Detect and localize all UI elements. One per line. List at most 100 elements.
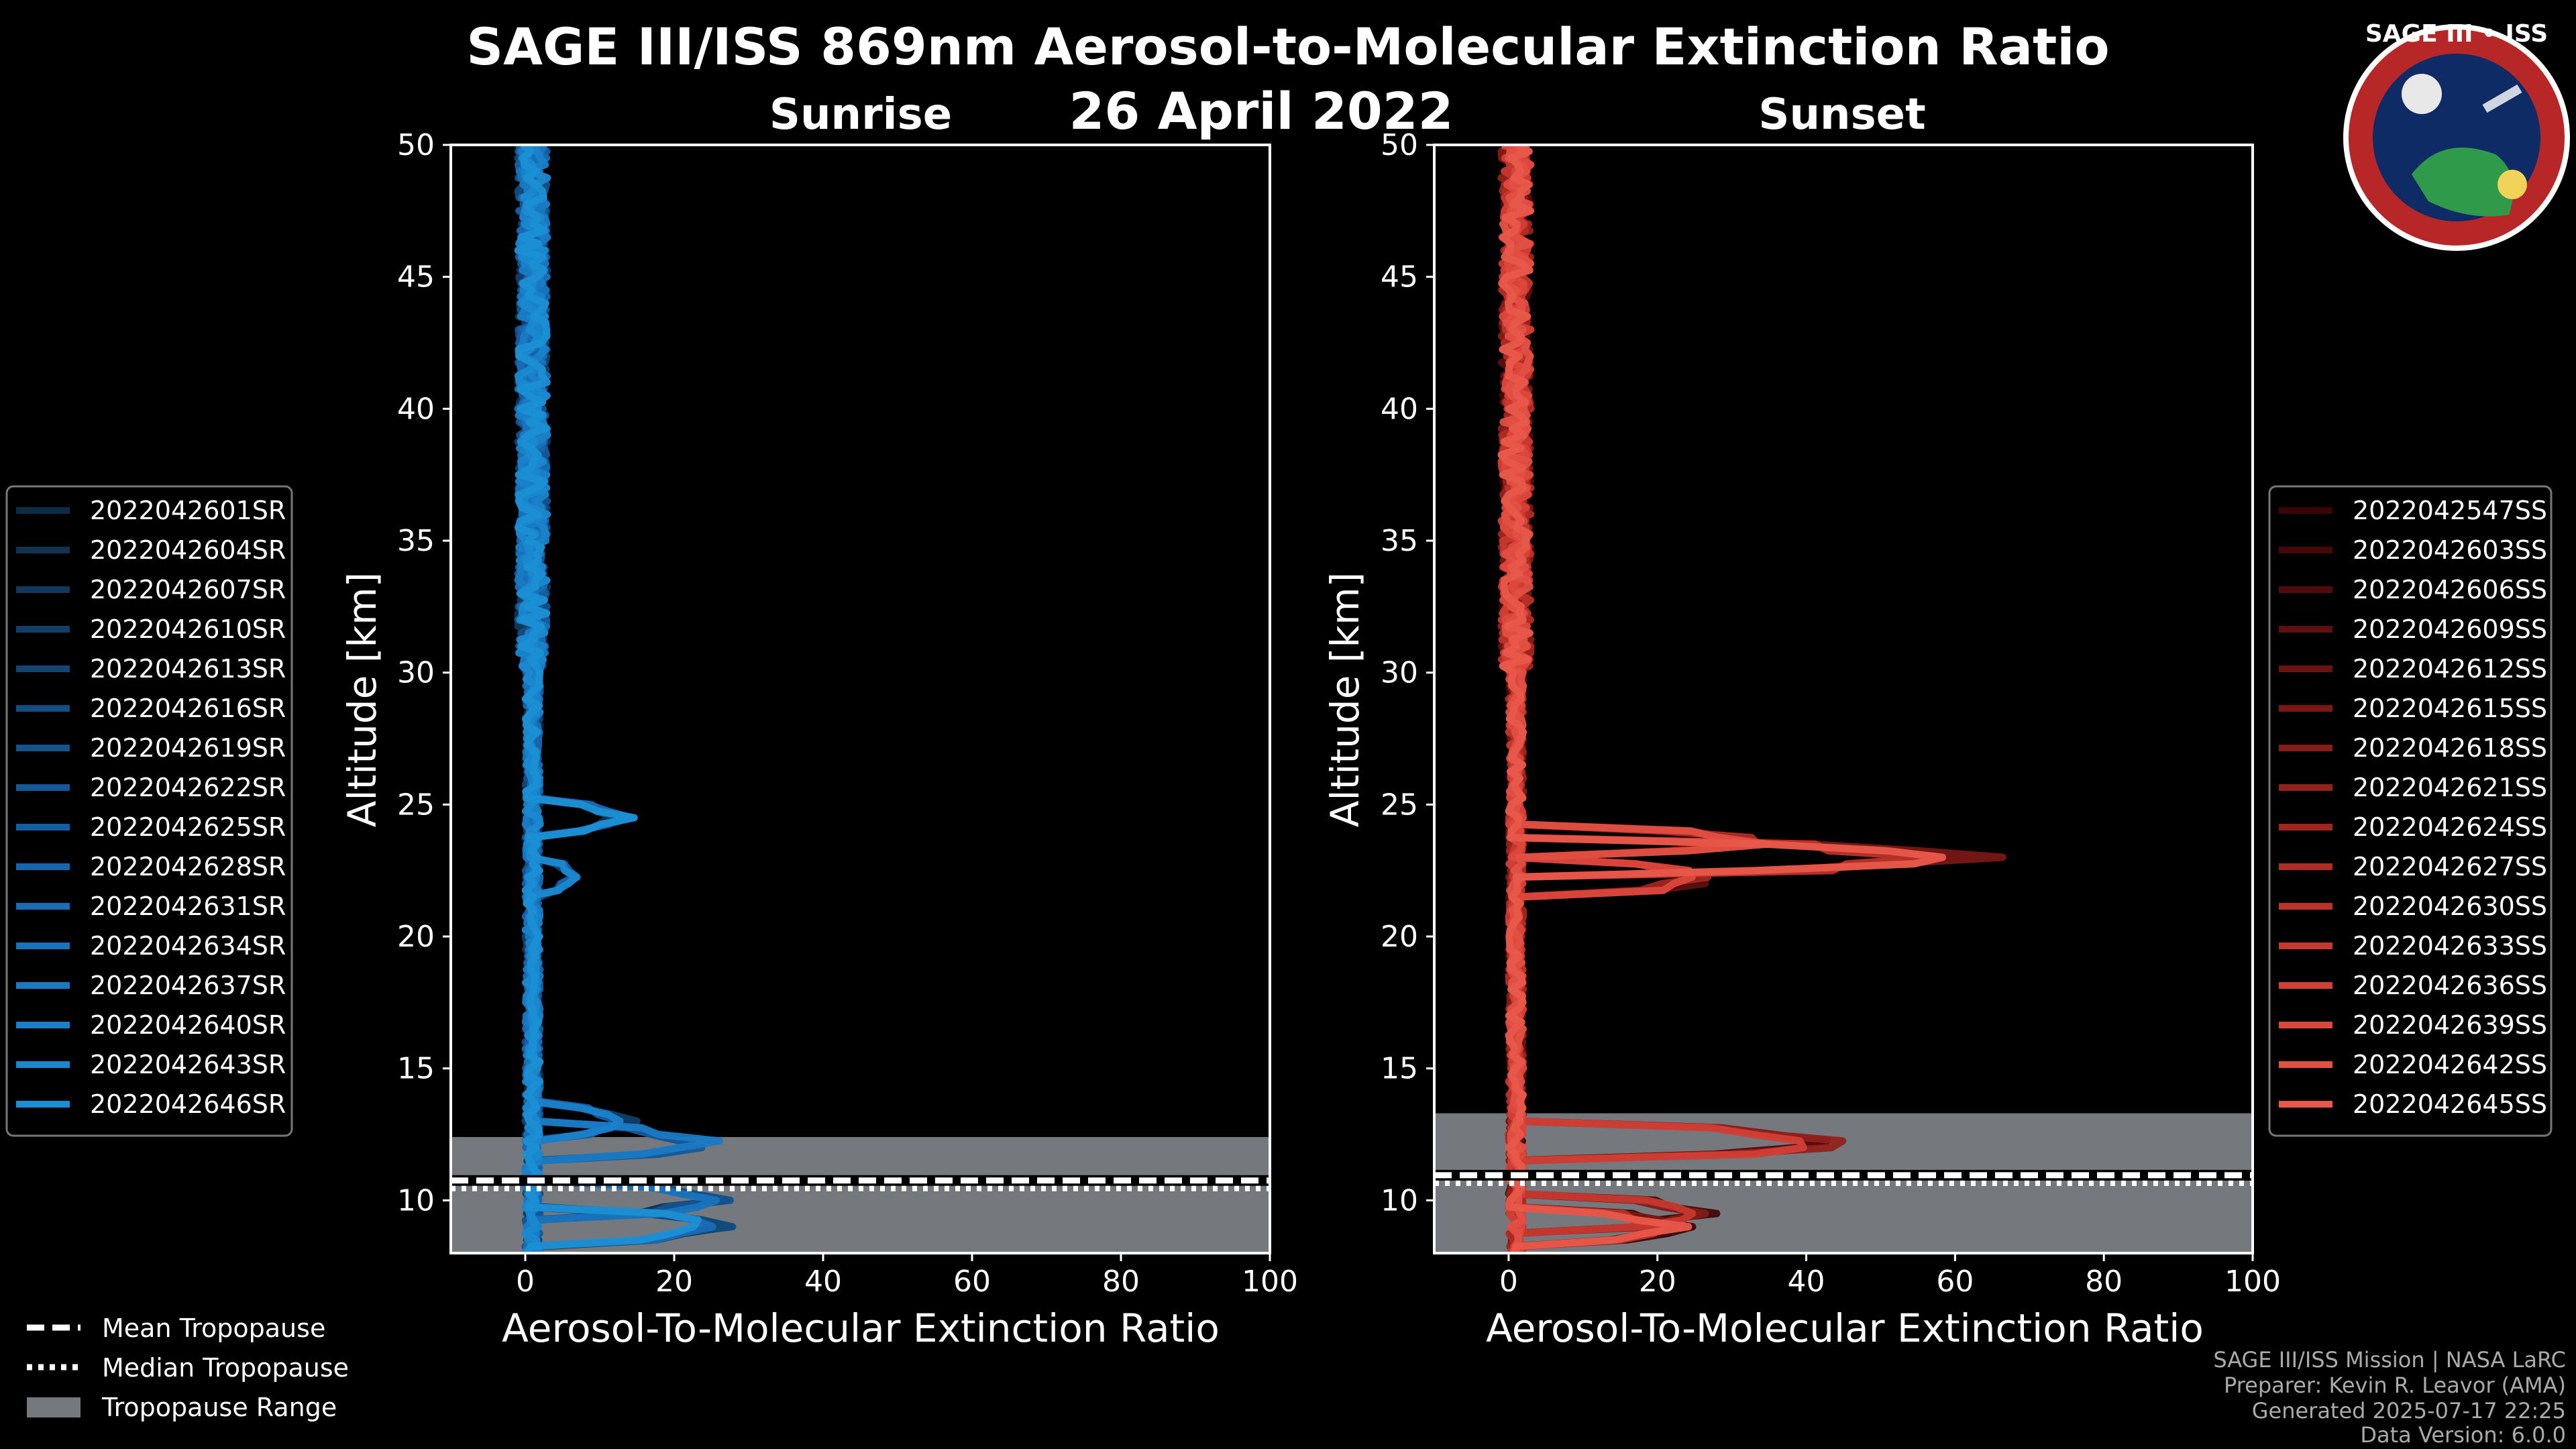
y-tick-label: 45	[397, 260, 435, 294]
legend-label: 2022042606SS	[2353, 575, 2547, 604]
tropopause-range-band	[451, 1136, 1270, 1253]
legend-frame	[2268, 485, 2553, 1137]
legend-label: 2022042625SR	[90, 812, 286, 842]
y-tick-label: 15	[1381, 1052, 1418, 1086]
legend-label: 2022042630SS	[2353, 892, 2547, 921]
legend-label: 2022042645SS	[2353, 1089, 2547, 1119]
y-tick-label: 30	[1381, 656, 1418, 690]
sunset-y-axis-label: Altitude [km]	[1322, 572, 1368, 827]
legend-frame	[5, 485, 293, 1137]
profile-lines	[514, 145, 737, 1253]
y-tick-label: 30	[397, 656, 435, 690]
series-line-2022042645SS	[1497, 145, 1947, 1253]
legend-label: 2022042613SR	[90, 654, 286, 684]
legend-label: 2022042609SS	[2353, 614, 2547, 644]
legend-label: 2022042622SR	[90, 773, 286, 802]
x-tick-label: 80	[1102, 1265, 1140, 1299]
y-tick-label: 40	[397, 392, 435, 426]
legend-label: 2022042643SR	[90, 1050, 286, 1079]
sunrise-legend: 2022042601SR 2022042604SR 2022042607SR 2022…	[5, 485, 293, 1137]
x-tick-label: 40	[804, 1265, 842, 1299]
y-tick-label: 20	[1381, 920, 1418, 954]
logo-sun-icon	[2498, 170, 2527, 199]
legend-label: 2022042633SS	[2353, 931, 2547, 961]
legend-label: 2022042547SS	[2353, 496, 2547, 525]
legend-label: 2022042618SS	[2353, 733, 2547, 763]
sunrise-panel: 0 20 40 60 80 100 10 15 20 25 30 35 40 45 50	[397, 128, 1298, 1299]
legend-label: 2022042640SR	[90, 1010, 286, 1040]
y-tick-label: 35	[397, 524, 435, 558]
legend-label: 2022042627SS	[2353, 852, 2547, 881]
x-tick-label: 0	[516, 1265, 535, 1299]
median-tropopause-label: Median Tropopause	[102, 1353, 349, 1383]
x-tick-label: 100	[1242, 1265, 1298, 1299]
y-tick-label: 25	[397, 788, 435, 822]
legend-label: 2022042646SR	[90, 1089, 286, 1119]
legend-label: 2022042628SR	[90, 852, 286, 881]
legend-label: 2022042603SS	[2353, 535, 2547, 565]
legend-label: 2022042615SS	[2353, 694, 2547, 723]
legend-label: 2022042612SS	[2353, 654, 2547, 684]
y-tick-label: 45	[1381, 260, 1418, 294]
sunset-panel-title: Sunset	[1758, 90, 1925, 140]
logo-moon-icon	[2402, 74, 2442, 114]
legend-label: 2022042624SS	[2353, 812, 2547, 842]
legend-label: 2022042639SS	[2353, 1010, 2547, 1040]
tropopause-range-swatch	[27, 1397, 80, 1417]
legend-label: 2022042631SR	[90, 892, 286, 921]
y-tick-label: 40	[1381, 392, 1418, 426]
x-tick-label: 20	[655, 1265, 693, 1299]
sunset-legend: 2022042547SS 2022042603SS 2022042606SS 2022…	[2268, 485, 2553, 1137]
y-tick-label: 15	[397, 1052, 435, 1086]
x-tick-label: 40	[1788, 1265, 1825, 1299]
tropopause-legend: Mean Tropopause Median Tropopause Tropop…	[27, 1313, 349, 1422]
credits: SAGE III/ISS Mission | NASA LaRC Prepare…	[2213, 1347, 2566, 1448]
legend-label: 2022042616SR	[90, 694, 286, 723]
sunset-panel: 0 20 40 60 80 100 10 15 20 25 30 35 40 45 50	[1381, 128, 2281, 1299]
legend-label: 2022042601SR	[90, 496, 286, 525]
sunset-x-axis-label: Aerosol-To-Molecular Extinction Ratio	[1486, 1305, 2204, 1351]
x-tick-label: 100	[2224, 1265, 2281, 1299]
y-tick-label: 25	[1381, 788, 1418, 822]
legend-label: 2022042604SR	[90, 535, 286, 565]
chart-title: SAGE III/ISS 869nm Aerosol-to-Molecular …	[466, 17, 2109, 76]
legend-label: 2022042610SR	[90, 614, 286, 644]
y-tick-label: 35	[1381, 524, 1418, 558]
sunrise-x-axis-label: Aerosol-To-Molecular Extinction Ratio	[502, 1305, 1220, 1351]
credit-line: Generated 2025-07-17 22:25	[2252, 1398, 2566, 1424]
sunrise-panel-title: Sunrise	[769, 90, 952, 140]
x-tick-label: 60	[953, 1265, 991, 1299]
legend-label: 2022042637SR	[90, 971, 286, 1000]
series-line-2022042646SR	[514, 145, 702, 1253]
chart-date: 26 April 2022	[1069, 81, 1453, 141]
y-tick-label: 50	[397, 128, 435, 162]
x-tick-label: 60	[1936, 1265, 1974, 1299]
y-tick-label: 20	[397, 920, 435, 954]
plot-frame	[449, 144, 1271, 1254]
legend-label: 2022042621SS	[2353, 773, 2547, 802]
logo-title: SAGE III • ISS	[2365, 20, 2548, 48]
y-tick-label: 50	[1381, 128, 1418, 162]
credit-line: Data Version: 6.0.0	[2360, 1422, 2566, 1448]
mean-tropopause-label: Mean Tropopause	[102, 1313, 325, 1343]
y-tick-label: 10	[397, 1183, 435, 1218]
legend-label: 2022042634SR	[90, 931, 286, 961]
legend-label: 2022042636SS	[2353, 971, 2547, 1000]
x-tick-label: 0	[1499, 1265, 1518, 1299]
y-tick-label: 10	[1381, 1183, 1418, 1218]
sunrise-y-axis-label: Altitude [km]	[339, 572, 385, 827]
legend-label: 2022042619SR	[90, 733, 286, 763]
x-tick-label: 80	[2085, 1265, 2123, 1299]
tropopause-range-label: Tropopause Range	[101, 1393, 337, 1422]
legend-label: 2022042642SS	[2353, 1050, 2547, 1079]
credit-line: SAGE III/ISS Mission | NASA LaRC	[2213, 1347, 2566, 1373]
sage-iii-iss-logo: SAGE III • ISS	[2343, 20, 2570, 251]
plot-frame	[1433, 144, 2254, 1254]
profile-lines	[1497, 145, 2006, 1253]
logo-station-icon	[2482, 84, 2522, 113]
credit-line: Preparer: Kevin R. Leavor (AMA)	[2224, 1373, 2566, 1398]
x-tick-label: 20	[1639, 1265, 1676, 1299]
legend-label: 2022042607SR	[90, 575, 286, 604]
logo-earth-icon	[2412, 148, 2514, 217]
